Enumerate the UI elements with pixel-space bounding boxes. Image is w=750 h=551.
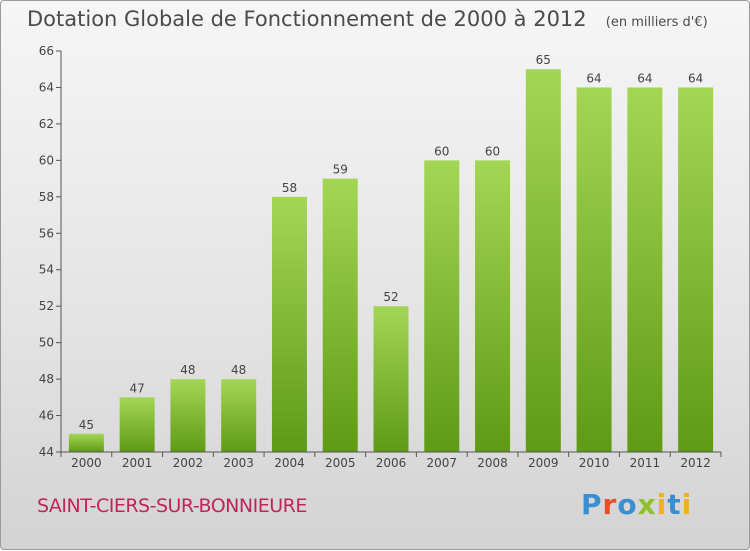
data-label: 48 (180, 363, 195, 377)
bar (525, 69, 561, 453)
y-tick-label: 66 (39, 44, 54, 58)
commune-name: SAINT-CIERS-SUR-BONNIEURE (37, 495, 307, 517)
data-label: 60 (485, 144, 500, 158)
y-tick-label: 46 (39, 409, 54, 423)
y-tick-label: 58 (39, 190, 54, 204)
x-tick-label: 2012 (680, 456, 711, 470)
bar (373, 306, 409, 452)
data-label: 60 (434, 144, 449, 158)
x-tick-label: 2001 (122, 456, 153, 470)
bar (322, 178, 358, 452)
bar (678, 87, 714, 453)
bar (424, 160, 460, 452)
x-tick-label: 2007 (426, 456, 457, 470)
x-tick-label: 2002 (173, 456, 204, 470)
x-tick-label: 2008 (477, 456, 508, 470)
x-tick-label: 2010 (579, 456, 610, 470)
y-tick-label: 64 (39, 80, 54, 94)
proxiti-logo[interactable]: Proxiti (581, 488, 693, 521)
y-tick-label: 44 (39, 445, 54, 459)
y-tick-label: 60 (39, 153, 54, 167)
bar (170, 379, 206, 452)
x-tick-label: 2011 (630, 456, 661, 470)
bars-group (68, 69, 714, 453)
data-label: 65 (536, 53, 551, 67)
data-label: 45 (79, 418, 94, 432)
data-label: 52 (383, 290, 398, 304)
y-tick-label: 56 (39, 226, 54, 240)
title-row: Dotation Globale de Fonctionnement de 20… (27, 7, 708, 31)
data-label: 64 (586, 71, 601, 85)
bar (221, 379, 257, 452)
data-label: 58 (282, 181, 297, 195)
chart-unit: (en milliers d'€) (605, 15, 708, 30)
y-tick-label: 54 (39, 263, 54, 277)
x-tick-label: 2000 (71, 456, 102, 470)
data-label: 48 (231, 363, 246, 377)
data-label: 64 (637, 71, 652, 85)
data-label: 64 (688, 71, 703, 85)
x-tick-label: 2006 (376, 456, 407, 470)
bar (271, 196, 307, 452)
bar (68, 433, 104, 452)
y-tick-label: 52 (39, 299, 54, 313)
axes-group: 44 46 48 50 52 54 56 58 60 62 64 66 2000 45 2001 47 2002… (39, 44, 722, 470)
x-tick-label: 2009 (528, 456, 559, 470)
bar (627, 87, 663, 453)
y-tick-label: 50 (39, 336, 54, 350)
y-tick-label: 48 (39, 372, 54, 386)
data-label: 47 (130, 381, 145, 395)
bar (576, 87, 612, 453)
chart-title: Dotation Globale de Fonctionnement de 20… (27, 7, 587, 31)
x-tick-label: 2005 (325, 456, 356, 470)
bar (119, 397, 155, 452)
x-tick-label: 2004 (274, 456, 305, 470)
y-tick-label: 62 (39, 117, 54, 131)
x-tick-label: 2003 (223, 456, 254, 470)
bar (475, 160, 511, 452)
data-label: 59 (333, 163, 348, 177)
